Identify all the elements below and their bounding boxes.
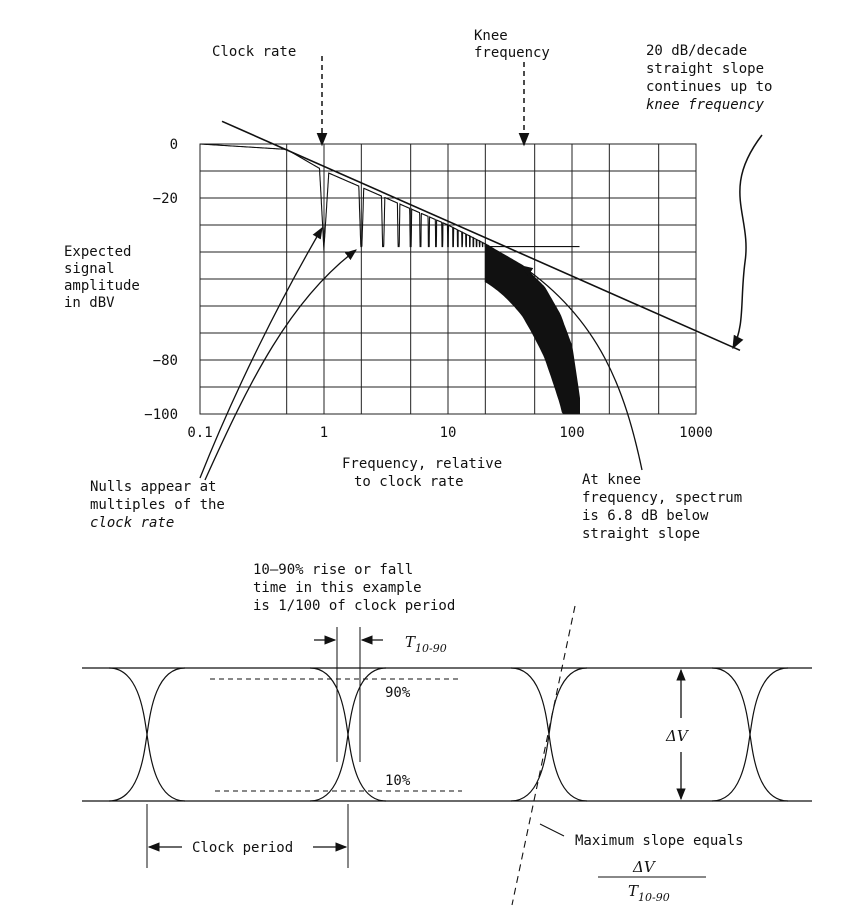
rise-note-line-2: time in this example xyxy=(253,580,422,596)
max-slope-leader xyxy=(539,823,565,837)
x-tick-label-1: 1 xyxy=(320,425,328,441)
delta-v-label: ΔV xyxy=(665,727,690,745)
clock-rate-label: Clock rate xyxy=(212,44,296,60)
y-axis-label-line-2: signal xyxy=(64,261,115,277)
y-axis-label-line-3: amplitude xyxy=(64,278,140,294)
max-slope-numerator: ΔV xyxy=(632,858,657,876)
x-tick-label-0: 0.1 xyxy=(187,425,212,441)
x-tick-label-4: 1000 xyxy=(679,425,713,441)
knee-note-arrow xyxy=(521,265,643,471)
y-tick-label-1: −20 xyxy=(153,191,178,207)
level-90-label: 90% xyxy=(385,685,411,701)
spectrum-chart: 0 −20 −80 −100 0.1 1 10 100 1000 Expected signa… xyxy=(64,28,781,542)
nulls-arrow-2 xyxy=(204,249,357,481)
y-tick-label-0: 0 xyxy=(170,137,178,153)
max-slope-line xyxy=(511,605,576,906)
chart-grid xyxy=(199,143,697,415)
slope-note-line-4: knee frequency xyxy=(646,97,765,113)
level-10-label: 10% xyxy=(385,773,411,789)
eye-diagram: 90% 10% 10–90% rise or fall time in this… xyxy=(82,562,812,906)
x-tick-label-2: 10 xyxy=(440,425,457,441)
rise-note: 10–90% rise or fall time in this example… xyxy=(253,562,455,614)
y-tick-label-3: −100 xyxy=(144,407,178,423)
t1090-label: T10-90 xyxy=(405,633,447,655)
eye-crossing-fall-0 xyxy=(108,667,186,802)
x-axis-ticks: 0.1 1 10 100 1000 xyxy=(187,425,713,441)
knee-label: Knee frequency xyxy=(474,28,550,61)
knee-note-line-3: is 6.8 dB below xyxy=(582,508,709,524)
knee-note: At knee frequency, spectrum is 6.8 dB be… xyxy=(582,472,751,542)
spectrum-curve xyxy=(200,143,580,251)
spectrum-series xyxy=(200,143,580,415)
max-slope-label: Maximum slope equals xyxy=(575,833,744,849)
eye-crossing-fall-3 xyxy=(711,667,789,802)
slope-note-line-1: 20 dB/decade xyxy=(646,43,747,59)
straight-slope-line xyxy=(221,120,741,352)
y-axis-ticks: 0 −20 −80 −100 xyxy=(144,137,178,423)
eye-crossing-fall-2 xyxy=(510,667,588,802)
knee-note-line-4: straight slope xyxy=(582,526,700,542)
nulls-arrow-1 xyxy=(199,226,323,479)
x-axis-label-line-2: to clock rate xyxy=(354,474,464,490)
y-tick-label-2: −80 xyxy=(153,353,178,369)
nulls-note-line-2: multiples of the xyxy=(90,497,225,513)
y-axis-label: Expected signal amplitude in dBV xyxy=(64,244,148,311)
slope-note: 20 dB/decade straight slope continues up… xyxy=(646,43,781,113)
rise-note-line-3: is 1/100 of clock period xyxy=(253,598,455,614)
slope-note-line-2: straight slope xyxy=(646,61,764,77)
y-axis-label-line-1: Expected xyxy=(64,244,131,260)
knee-note-line-1: At knee xyxy=(582,472,641,488)
slope-note-arrow xyxy=(732,134,763,350)
y-axis-label-line-4: in dBV xyxy=(64,295,115,311)
nulls-note: Nulls appear at multiples of the clock r… xyxy=(90,479,233,531)
eye-crossing-fall-1 xyxy=(309,667,387,802)
rise-note-line-1: 10–90% rise or fall xyxy=(253,562,413,578)
x-axis-label: Frequency, relative to clock rate xyxy=(342,456,511,490)
knee-note-line-2: frequency, spectrum xyxy=(582,490,742,506)
x-axis-label-line-1: Frequency, relative xyxy=(342,456,502,472)
knee-label-line-2: frequency xyxy=(474,45,550,61)
eye-transitions xyxy=(108,667,789,802)
knee-label-line-1: Knee xyxy=(474,28,508,44)
clock-period-label: Clock period xyxy=(192,840,293,856)
spectrum-dense-fill xyxy=(484,243,580,415)
nulls-note-line-1: Nulls appear at xyxy=(90,479,216,495)
max-slope-denominator: T10-90 xyxy=(628,882,670,904)
nulls-note-line-3: clock rate xyxy=(90,515,174,531)
x-tick-label-3: 100 xyxy=(559,425,584,441)
slope-note-line-3: continues up to xyxy=(646,79,772,95)
